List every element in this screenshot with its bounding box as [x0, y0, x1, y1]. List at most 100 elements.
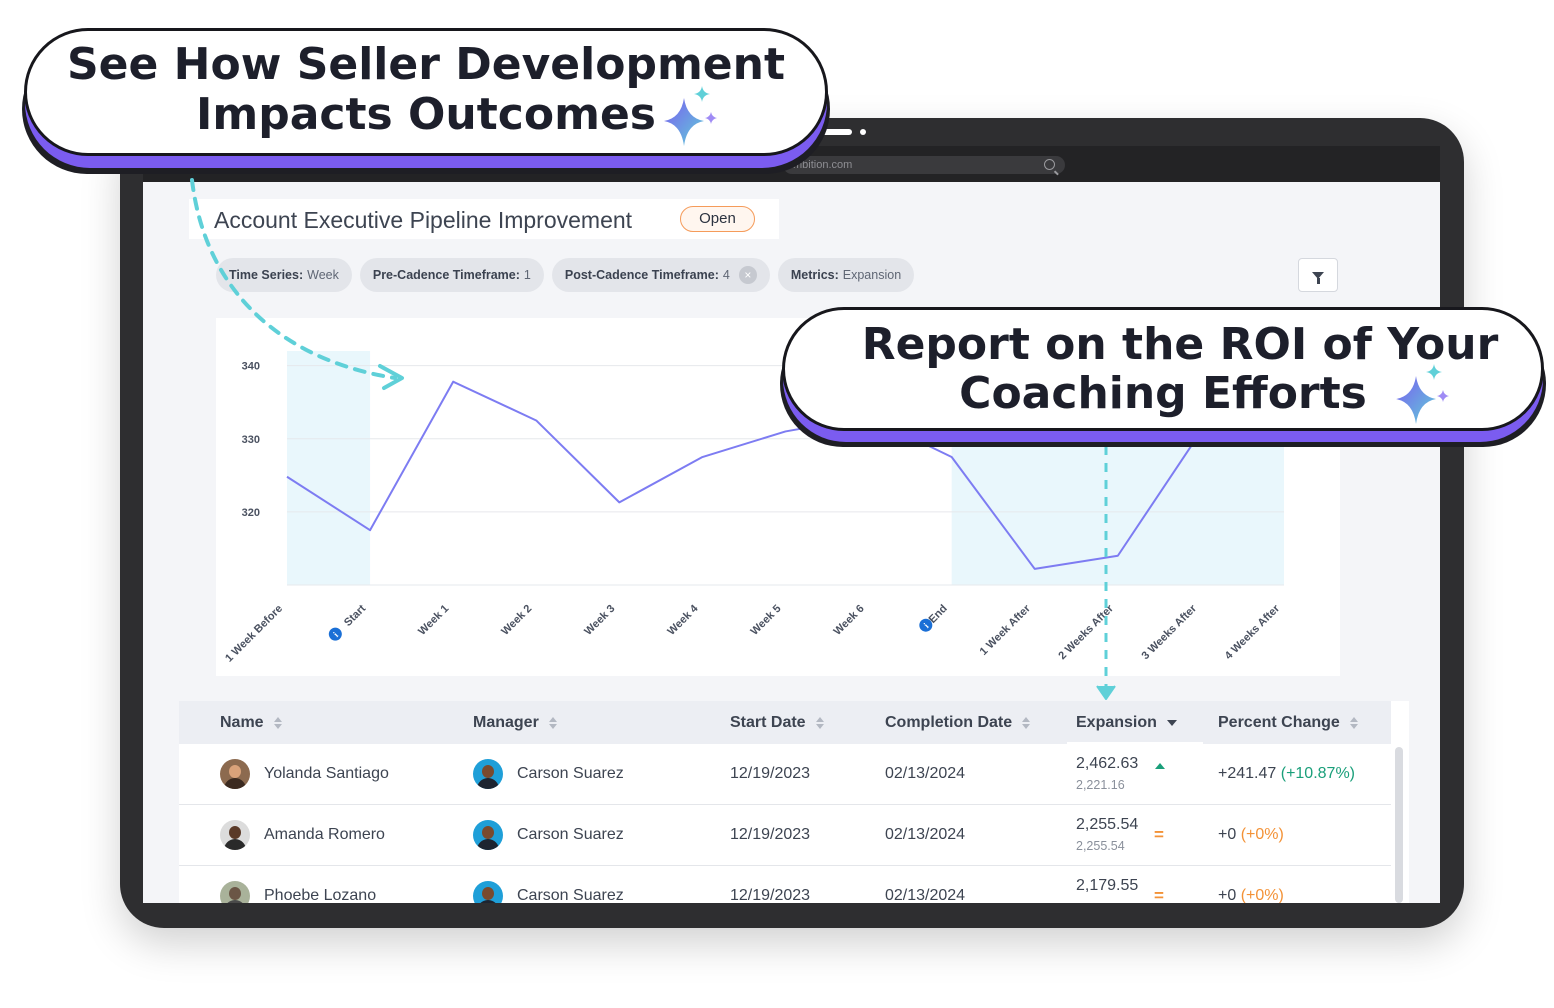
sparkle-icon — [1396, 364, 1449, 424]
chip-key: Time Series: — [229, 268, 304, 282]
filter-chips: Time Series: Week Pre-Cadence Timeframe:… — [216, 258, 915, 292]
change-value: +0 — [1218, 887, 1237, 903]
column-header-start-date[interactable]: Start Date — [730, 701, 824, 744]
name-cell[interactable]: Yolanda Santiago — [264, 765, 389, 782]
info-glyph: i — [331, 630, 340, 639]
address-bar[interactable]: mbition.com — [783, 156, 1065, 174]
search-icon[interactable] — [1044, 159, 1055, 170]
x-tick-group: 4 Weeks After — [1223, 602, 1283, 662]
column-header-percent-change[interactable]: Percent Change — [1218, 701, 1358, 744]
x-tick-label: 1 Week After — [978, 602, 1034, 658]
page-title: Account Executive Pipeline Improvement — [214, 207, 633, 233]
chip-time-series[interactable]: Time Series: Week — [216, 258, 352, 292]
remove-chip-icon[interactable]: × — [738, 266, 757, 284]
x-tick-group: Week 4 — [665, 602, 701, 638]
sort-icon[interactable] — [815, 716, 824, 729]
table-row[interactable]: Amanda Romero Carson Suarez 12/19/2023 0… — [179, 805, 1391, 866]
x-tick-group: Week 3 — [582, 603, 617, 638]
expansion-previous: 2,255.54 — [1076, 839, 1125, 853]
info-icon[interactable] — [917, 616, 935, 634]
change-cell: +0 (+0%) — [1218, 826, 1284, 844]
callout-top: See How Seller Development Impacts Outco… — [22, 28, 830, 174]
trend-up-icon — [1155, 763, 1165, 769]
change-percent: (+10.87%) — [1280, 765, 1355, 782]
funnel-icon — [1312, 271, 1324, 284]
sort-desc-icon[interactable] — [1166, 719, 1177, 726]
x-tick-group: 2 Weeks After — [1056, 602, 1116, 662]
sparkle-icon — [664, 86, 717, 146]
chip-value: Expansion — [842, 268, 902, 282]
x-tick-group: Week 1 — [416, 603, 451, 638]
table-row[interactable]: Yolanda Santiago Carson Suarez 12/19/202… — [179, 744, 1391, 805]
series-line — [286, 380, 1285, 570]
trend-flat-icon: = — [1154, 886, 1164, 903]
x-tick-group: 1 Week Before — [223, 603, 285, 665]
x-tick-group: Week 6 — [832, 603, 867, 638]
expansion-previous: 2,221.16 — [1076, 778, 1125, 792]
status-badge: Open — [680, 206, 755, 232]
column-header-manager[interactable]: Manager — [473, 701, 557, 744]
column-label: Name — [220, 714, 264, 731]
info-glyph: i — [922, 621, 931, 630]
manager-avatar — [473, 820, 503, 850]
x-tick-group: 3 Weeks After — [1140, 602, 1200, 662]
column-header-completion-date[interactable]: Completion Date — [885, 701, 1031, 744]
manager-avatar — [473, 759, 503, 789]
sort-icon[interactable] — [1349, 716, 1358, 729]
start-date-cell: 12/19/2023 — [730, 765, 811, 782]
table-row[interactable]: Phoebe Lozano Carson Suarez 12/19/2023 0… — [179, 866, 1391, 903]
filter-button[interactable] — [1298, 258, 1338, 292]
change-percent: (+0%) — [1240, 887, 1284, 903]
manager-avatar — [473, 881, 503, 903]
avatar — [220, 881, 250, 903]
callout-right-line2: Coaching Efforts — [959, 368, 1367, 419]
info-icon[interactable] — [326, 625, 344, 643]
completion-date-cell: 02/13/2024 — [885, 887, 966, 903]
cadence-period-shade — [287, 351, 371, 585]
y-tick-label: 330 — [242, 434, 260, 446]
x-tick-label: Week 5 — [748, 603, 783, 638]
x-tick-group: 1 Week After — [978, 602, 1034, 658]
chip-post-cadence[interactable]: Post-Cadence Timeframe: 4 × — [551, 258, 770, 292]
y-tick-label: 340 — [242, 361, 260, 373]
chip-key: Pre-Cadence Timeframe: — [372, 268, 520, 282]
x-tick-label: 4 Weeks After — [1223, 602, 1283, 662]
expansion-value: 2,255.54 — [1076, 816, 1139, 833]
change-cell: +0 (+0%) — [1218, 887, 1284, 903]
x-tick-label: Week 2 — [499, 603, 534, 638]
name-cell[interactable]: Phoebe Lozano — [264, 887, 377, 903]
active-sort-indicator — [1067, 742, 1203, 744]
x-tick-label: Week 4 — [665, 602, 701, 638]
chip-pre-cadence[interactable]: Pre-Cadence Timeframe: 1 — [359, 258, 544, 292]
y-tick-label: 320 — [242, 507, 260, 519]
column-header-name[interactable]: Name — [220, 701, 282, 744]
table-scrollbar[interactable] — [1395, 747, 1403, 903]
x-tick-label: Week 1 — [416, 603, 451, 638]
expansion-value: 2,179.55 — [1076, 877, 1139, 894]
avatar — [220, 759, 250, 789]
x-tick-label: Week 3 — [582, 603, 617, 638]
column-label: Completion Date — [885, 714, 1013, 731]
chip-metrics[interactable]: Metrics: Expansion — [777, 258, 915, 292]
sort-icon[interactable] — [273, 716, 282, 729]
sort-icon[interactable] — [548, 716, 557, 729]
trend-flat-icon: = — [1154, 825, 1164, 844]
name-cell[interactable]: Amanda Romero — [264, 826, 385, 843]
manager-cell[interactable]: Carson Suarez — [517, 765, 624, 782]
participants-table: Name Manager Start Date Completion Date … — [179, 701, 1409, 903]
x-tick-group: Week 2 — [499, 603, 534, 638]
manager-cell[interactable]: Carson Suarez — [517, 887, 624, 903]
callout-top-line1: See How Seller Development — [66, 39, 785, 90]
column-header-expansion[interactable]: Expansion — [1076, 701, 1177, 744]
x-tick-group: Week 5 — [748, 603, 783, 638]
sort-icon[interactable] — [1022, 716, 1031, 729]
table-header: Name Manager Start Date Completion Date … — [179, 701, 1391, 744]
manager-cell[interactable]: Carson Suarez — [517, 826, 624, 843]
column-label: Manager — [473, 714, 539, 731]
camera-pill — [822, 129, 852, 135]
column-label: Start Date — [730, 714, 806, 731]
x-tick-label: Start — [342, 602, 368, 628]
